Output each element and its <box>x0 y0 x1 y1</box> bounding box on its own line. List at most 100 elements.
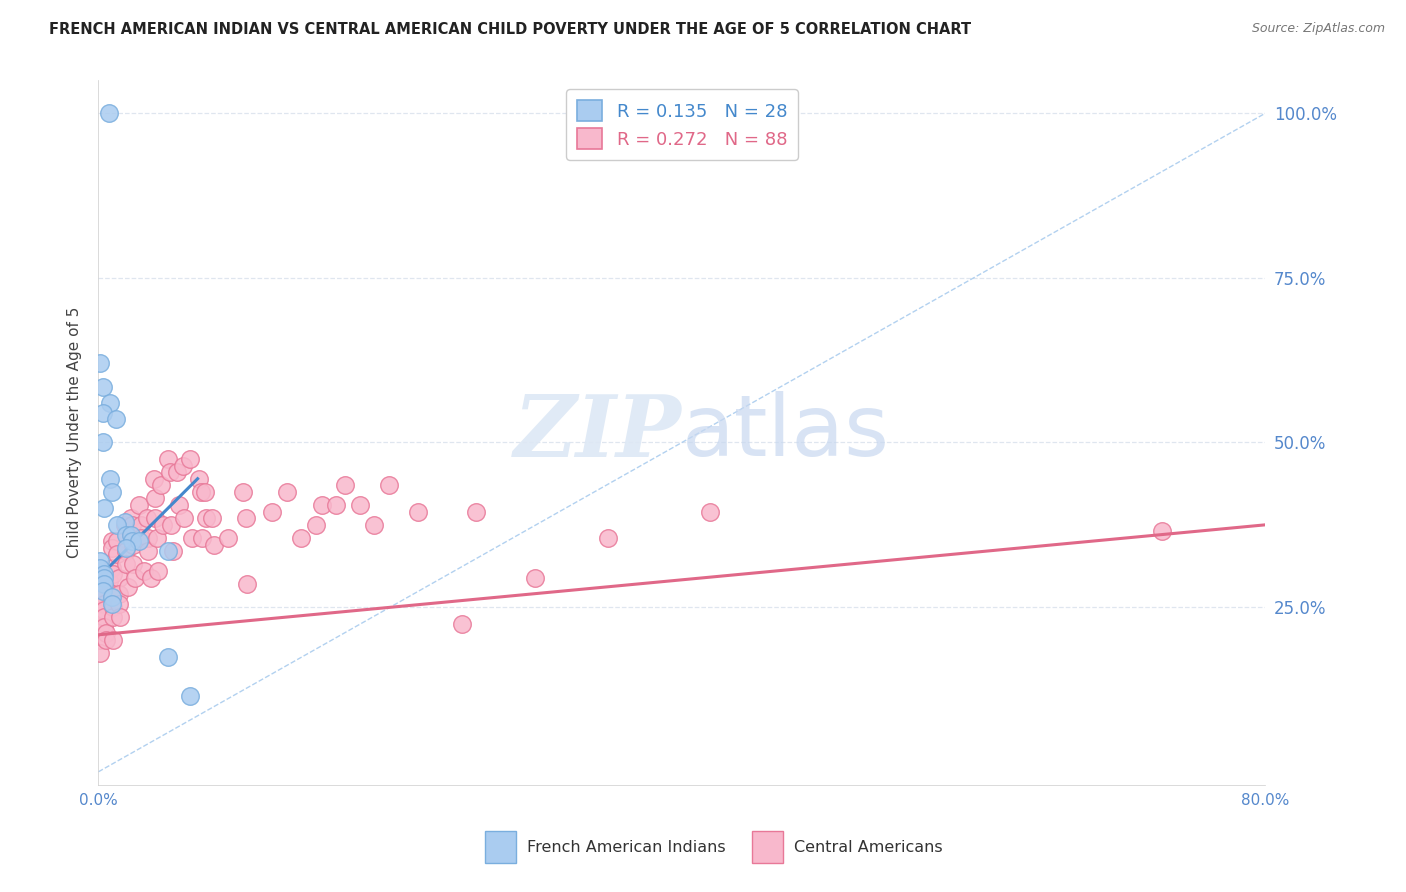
Point <box>325 498 347 512</box>
Point <box>98 396 121 410</box>
Point <box>89 554 111 568</box>
Point <box>115 541 138 555</box>
Point <box>128 498 150 512</box>
Point <box>260 505 283 519</box>
Point <box>146 531 169 545</box>
Point <box>173 511 195 525</box>
Point <box>129 517 152 532</box>
Point <box>333 478 356 492</box>
Point <box>523 570 546 584</box>
Point <box>152 517 174 532</box>
Point <box>104 412 127 426</box>
Point <box>93 501 115 516</box>
Point <box>89 646 111 660</box>
Point <box>101 587 124 601</box>
Point <box>377 478 399 492</box>
Point <box>201 511 224 525</box>
Point <box>91 583 114 598</box>
Point <box>89 633 111 648</box>
Point <box>166 465 188 479</box>
Text: French American Indians: French American Indians <box>527 840 725 855</box>
Point <box>129 531 152 545</box>
Point <box>276 484 298 499</box>
Point <box>101 633 124 648</box>
Point <box>191 531 214 545</box>
Legend: R = 0.135   N = 28, R = 0.272   N = 88: R = 0.135 N = 28, R = 0.272 N = 88 <box>567 89 797 160</box>
Point <box>1150 524 1173 539</box>
Text: ZIP: ZIP <box>515 391 682 475</box>
Point <box>124 570 146 584</box>
Point <box>94 626 117 640</box>
Point <box>135 511 157 525</box>
Point <box>101 610 124 624</box>
Point <box>89 620 111 634</box>
Point <box>110 610 132 624</box>
Point <box>232 484 254 499</box>
Point <box>89 356 111 370</box>
Point <box>143 491 166 506</box>
Point <box>349 498 371 512</box>
Point <box>122 558 145 572</box>
Point <box>188 472 211 486</box>
Point <box>179 452 201 467</box>
Point <box>98 472 121 486</box>
Point <box>157 649 180 664</box>
Point <box>97 574 120 588</box>
Y-axis label: Child Poverty Under the Age of 5: Child Poverty Under the Age of 5 <box>67 307 83 558</box>
FancyBboxPatch shape <box>752 831 783 863</box>
Point <box>128 534 150 549</box>
Point <box>101 600 124 615</box>
Point <box>167 498 190 512</box>
Point <box>114 515 136 529</box>
Point <box>115 558 138 572</box>
Point <box>160 517 183 532</box>
Point <box>93 591 115 605</box>
Point <box>100 560 122 574</box>
Point <box>91 379 114 393</box>
Point <box>157 452 180 467</box>
Point <box>105 534 128 549</box>
Point <box>91 406 114 420</box>
Point <box>406 505 429 519</box>
Point <box>450 616 472 631</box>
Point <box>162 544 184 558</box>
Point <box>115 544 138 558</box>
Point <box>105 548 128 562</box>
Point <box>93 610 115 624</box>
Point <box>217 531 239 545</box>
Text: atlas: atlas <box>682 391 890 475</box>
Point <box>194 484 217 499</box>
Point <box>136 531 159 545</box>
Text: Central Americans: Central Americans <box>794 840 943 855</box>
Point <box>93 567 115 582</box>
Point <box>93 577 115 591</box>
Point <box>139 570 162 584</box>
Point <box>290 531 312 545</box>
Point <box>180 531 202 545</box>
Point <box>93 620 115 634</box>
Point <box>132 564 155 578</box>
Point <box>120 511 142 525</box>
Point <box>363 517 385 532</box>
Point <box>465 505 488 519</box>
Point <box>117 581 139 595</box>
Point <box>142 472 165 486</box>
Point <box>143 511 166 525</box>
Point <box>136 544 159 558</box>
Point <box>311 498 333 512</box>
Point <box>179 689 201 703</box>
Point <box>108 570 131 584</box>
Point <box>236 577 259 591</box>
Point <box>108 597 131 611</box>
Point <box>100 484 122 499</box>
Point <box>93 570 115 584</box>
Point <box>97 106 120 120</box>
Point <box>202 538 225 552</box>
Point <box>120 527 142 541</box>
Point <box>195 511 218 525</box>
Text: Source: ZipAtlas.com: Source: ZipAtlas.com <box>1251 22 1385 36</box>
Point <box>172 458 194 473</box>
Point <box>94 633 117 648</box>
Point <box>101 567 124 582</box>
Point <box>114 517 136 532</box>
